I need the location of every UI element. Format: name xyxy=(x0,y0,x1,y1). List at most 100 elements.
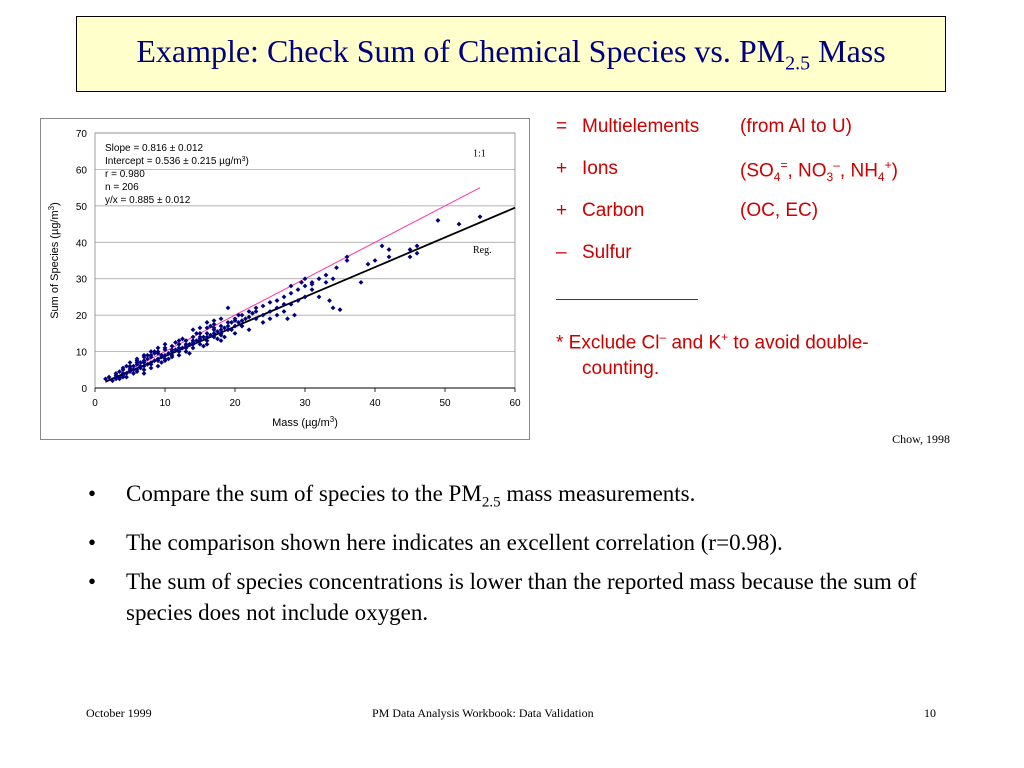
data-point xyxy=(190,345,196,351)
data-point xyxy=(281,294,287,300)
data-point xyxy=(204,338,210,344)
data-point xyxy=(148,361,154,367)
data-point xyxy=(194,338,199,344)
data-point xyxy=(166,356,171,362)
data-point xyxy=(274,298,280,303)
data-point xyxy=(295,298,301,303)
data-point xyxy=(145,352,150,358)
data-point xyxy=(176,352,182,358)
x-tick-label: 10 xyxy=(159,398,171,409)
data-point xyxy=(204,325,210,331)
data-point xyxy=(197,330,203,336)
data-point xyxy=(173,340,178,345)
data-point xyxy=(211,330,217,336)
data-point xyxy=(334,265,339,271)
data-point xyxy=(148,354,154,360)
data-point xyxy=(337,307,343,313)
data-point xyxy=(302,283,308,289)
data-point xyxy=(190,341,196,347)
data-point xyxy=(183,341,189,347)
y-tick-label: 40 xyxy=(76,238,88,249)
data-point xyxy=(218,338,224,344)
data-point xyxy=(246,314,252,320)
stat-line: n = 206 xyxy=(105,182,139,193)
data-point xyxy=(239,318,245,324)
data-point xyxy=(155,363,161,369)
data-point xyxy=(131,371,136,376)
data-point xyxy=(267,299,273,305)
data-point xyxy=(386,254,392,260)
data-point xyxy=(117,374,122,380)
y-axis-label: Sum of Species (µg/m3) xyxy=(47,202,62,319)
data-point xyxy=(155,350,161,356)
data-point xyxy=(204,320,210,325)
one-to-one-label: 1:1 xyxy=(473,149,486,160)
data-point xyxy=(225,327,231,333)
data-point xyxy=(131,363,136,369)
bullet-icon: • xyxy=(88,481,97,506)
footer-date: October 1999 xyxy=(86,706,152,720)
data-point xyxy=(190,327,196,333)
bullet-text: The comparison shown here indicates an e… xyxy=(126,529,783,555)
data-point xyxy=(180,336,185,342)
data-point xyxy=(162,356,168,362)
data-point xyxy=(197,338,203,344)
legend-name: Multielements xyxy=(582,116,700,137)
data-point xyxy=(148,349,154,354)
data-point xyxy=(302,276,308,282)
data-point xyxy=(302,294,308,300)
data-point xyxy=(414,250,420,256)
data-point xyxy=(120,371,126,376)
x-tick-label: 20 xyxy=(229,398,241,409)
citation: Chow, 1998 xyxy=(892,432,950,446)
data-point xyxy=(169,352,175,358)
slide-title-box: Example: Check Sum of Chemical Species v… xyxy=(76,16,946,92)
legend-row-carbon: + Carbon (OC, EC) xyxy=(556,200,976,242)
stat-line: Intercept = 0.536 ± 0.215 µg/m3) xyxy=(105,156,249,168)
data-point xyxy=(225,305,231,311)
one-to-one-line xyxy=(105,187,481,383)
data-point xyxy=(316,276,322,282)
legend-detail: (SO4=, NO3–, NH4+) xyxy=(740,158,898,185)
slide-title: Example: Check Sum of Chemical Species v… xyxy=(136,32,886,75)
bullet-icon: • xyxy=(88,568,97,594)
data-point xyxy=(187,350,192,356)
data-point xyxy=(211,318,217,324)
data-point xyxy=(141,352,147,358)
data-point xyxy=(138,363,143,369)
data-point xyxy=(414,243,420,249)
data-point xyxy=(386,247,392,252)
legend-name: Carbon xyxy=(582,200,645,221)
species-legend: = Multielements (from Al to U) + Ions (S… xyxy=(556,116,976,382)
legend-operator: – xyxy=(556,242,567,263)
data-point xyxy=(208,323,213,329)
scatter-chart: 0 10 20 30 40 50 60 70 0 10 20 30 40 50 60 1:1 Reg. Slo… xyxy=(40,118,530,440)
data-point xyxy=(229,327,234,333)
data-point xyxy=(309,281,315,287)
data-point xyxy=(141,371,147,376)
data-point xyxy=(225,320,231,325)
data-point xyxy=(358,279,364,285)
data-point xyxy=(215,329,220,334)
data-point xyxy=(162,341,168,347)
legend-operator: = xyxy=(556,116,568,137)
data-point xyxy=(162,345,168,351)
data-point xyxy=(239,323,245,329)
data-point xyxy=(162,352,168,358)
x-tick-label: 60 xyxy=(509,398,521,409)
data-point xyxy=(218,327,224,333)
data-point xyxy=(183,349,189,354)
data-point xyxy=(131,367,136,373)
data-point xyxy=(145,356,150,362)
data-point xyxy=(204,341,210,347)
data-point xyxy=(222,325,227,331)
data-point xyxy=(309,287,315,293)
stat-line: y/x = 0.885 ± 0.012 xyxy=(105,195,191,206)
data-point xyxy=(197,341,203,347)
stats-box: Slope = 0.816 ± 0.012 Intercept = 0.536 ±… xyxy=(105,143,249,206)
data-point xyxy=(456,221,462,227)
fit-lines: 1:1 Reg. xyxy=(105,149,516,383)
y-tick-label: 70 xyxy=(76,129,88,140)
x-tick-label: 40 xyxy=(369,398,381,409)
data-point xyxy=(274,312,280,318)
